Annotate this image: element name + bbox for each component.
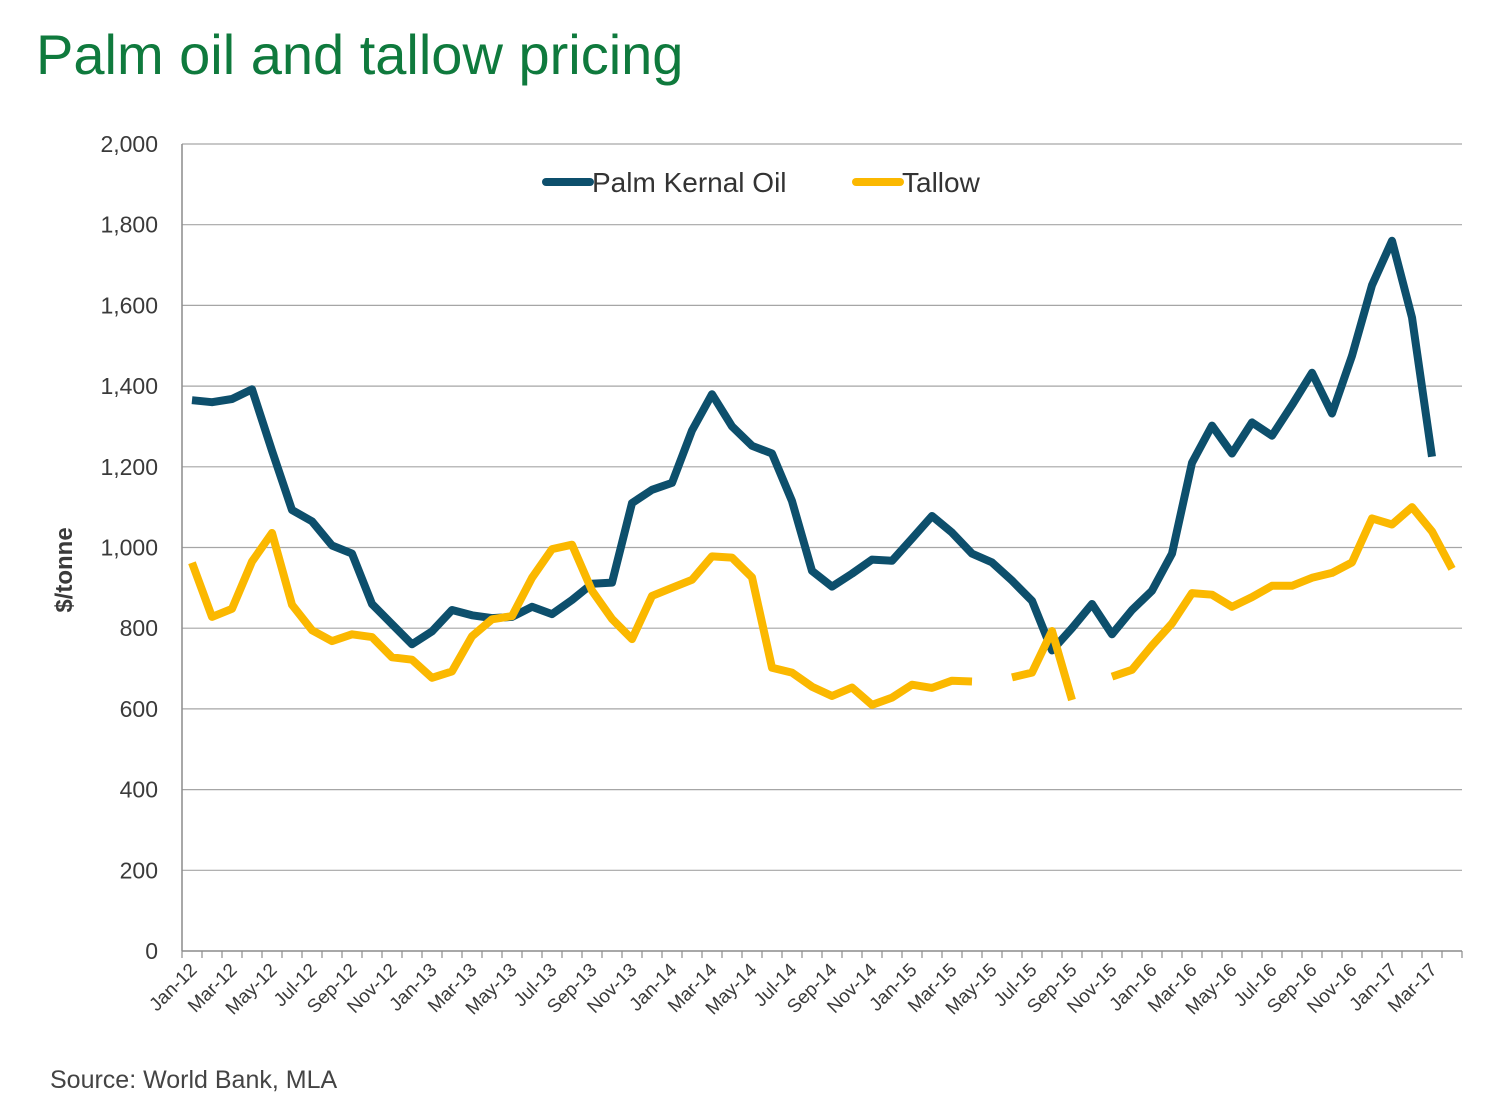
y-tick-label: 2,000 bbox=[100, 131, 158, 157]
legend-label-tallow: Tallow bbox=[902, 167, 981, 198]
y-tick-label: 1,600 bbox=[100, 292, 158, 318]
gridlines bbox=[182, 143, 1462, 871]
y-axis-ticks: 0 200 400 600 800 1,000 1,200 1,400 1,600 1,800 2,… bbox=[100, 131, 158, 964]
y-tick-label: 200 bbox=[120, 857, 158, 883]
x-axis-ticks: Jan-12Mar-12May-12Jul-12Sep-12Nov-12Jan-… bbox=[146, 959, 1442, 1019]
series-lines bbox=[188, 236, 1456, 709]
axes bbox=[181, 144, 1463, 958]
y-tick-label: 1,400 bbox=[100, 373, 158, 399]
y-tick-label: 400 bbox=[120, 777, 158, 803]
series-line-tallow bbox=[188, 503, 1456, 709]
y-tick-label: 1,000 bbox=[100, 535, 158, 561]
y-tick-label: 1,800 bbox=[100, 212, 158, 238]
legend-label-palm: Palm Kernal Oil bbox=[592, 167, 787, 198]
y-tick-label: 600 bbox=[120, 696, 158, 722]
source-note: Source: World Bank, MLA bbox=[50, 1066, 338, 1094]
legend: Palm Kernal Oil Tallow bbox=[542, 167, 981, 198]
series-line-palm-kernal-oil bbox=[191, 236, 1436, 655]
chart-title: Palm oil and tallow pricing bbox=[36, 23, 684, 86]
y-axis-label: $/tonne bbox=[51, 527, 78, 612]
y-tick-label: 800 bbox=[120, 615, 158, 641]
y-tick-label: 0 bbox=[145, 938, 158, 964]
y-tick-label: 1,200 bbox=[100, 454, 158, 480]
